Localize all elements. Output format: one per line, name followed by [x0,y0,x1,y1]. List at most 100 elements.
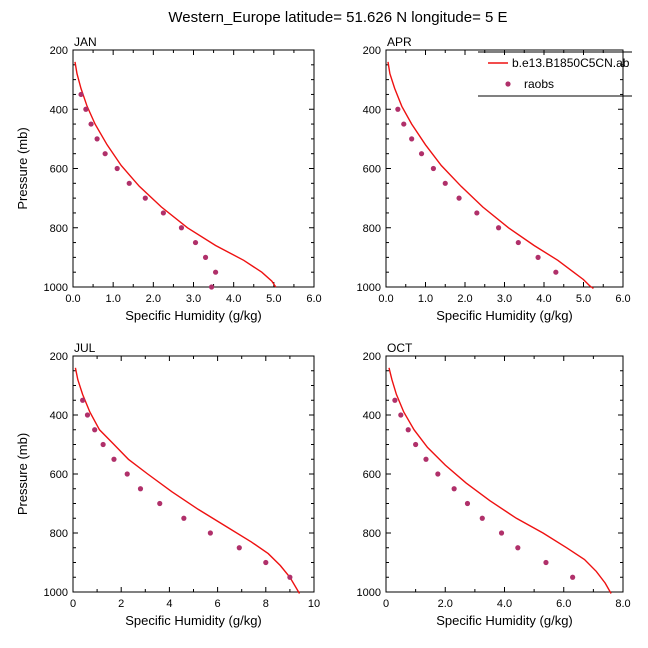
legend-obs-marker [505,81,511,87]
obs-point [392,397,398,403]
y-tick-label: 200 [363,351,381,363]
obs-point [395,106,401,112]
obs-point [423,456,429,462]
panel-jan: JAN 0.0 1.0 2.0 3.0 4.0 5.0 6.0 200 400 600 800 1000… [15,35,322,323]
x-tick-label: 10 [308,598,320,610]
obs-point [535,254,541,260]
obs-point [409,136,415,142]
y-tick-label: 600 [50,469,68,481]
obs-point [287,574,293,580]
obs-point [142,195,148,201]
y-axis-label: Pressure (mb) [15,433,30,515]
obs-point [570,574,576,580]
model-profile-line [74,61,277,288]
obs-point [418,151,425,157]
obs-point [83,106,89,112]
obs-point [405,427,411,433]
y-tick-label: 200 [50,351,68,363]
x-tick-label: 2 [118,598,124,610]
obs-point [178,225,185,231]
y-tick-label: 1000 [357,587,381,599]
y-tick-label: 400 [363,410,381,422]
legend: b.e13.B1850C5CN.ab raobs [478,51,632,97]
model-profile-line [387,61,594,290]
x-tick-label: 0.0 [378,293,393,305]
y-tick-label: 400 [50,104,68,116]
x-axis-label: Specific Humidity (g/kg) [436,613,573,628]
panel-label: OCT [387,341,413,355]
y-tick-label: 600 [363,164,381,176]
obs-point [398,412,404,418]
x-tick-label: 6 [215,598,221,610]
x-tick-label: 6.0 [556,598,571,610]
x-tick-label: 8 [263,598,269,610]
x-tick-label: 0 [383,598,389,610]
obs-point [137,486,144,492]
model-profile-line [74,367,301,594]
obs-point [456,195,462,201]
obs-point [192,239,199,246]
y-tick-label: 800 [50,528,68,540]
obs-point [80,397,86,403]
obs-point [413,441,419,448]
model-profile-line [388,367,612,594]
obs-point [515,545,521,551]
obs-point [160,210,166,216]
obs-point [435,471,441,477]
obs-point [114,165,120,172]
obs-point [401,121,407,127]
x-tick-label: 2.0 [457,293,472,305]
obs-point [124,471,130,477]
y-tick-label: 400 [363,104,381,116]
panel-label: JUL [74,341,96,355]
x-axis-label: Specific Humidity (g/kg) [125,613,262,628]
obs-point [236,545,242,551]
legend-model-label: b.e13.B1850C5CN.ab [512,56,630,70]
obs-point [181,515,187,521]
obs-point [111,456,117,462]
obs-point [126,180,132,186]
obs-point [157,500,163,507]
obs-point [451,486,457,492]
y-tick-label: 400 [50,410,68,422]
y-tick-label: 800 [363,223,381,235]
x-tick-label: 1.0 [106,293,121,305]
y-tick-label: 800 [363,528,381,540]
panel-apr: APR 0.0 1.0 2.0 3.0 4.0 5.0 6.0 200 400 600 800 1000… [357,35,631,323]
x-tick-label: 0.0 [65,293,80,305]
obs-point [92,427,98,433]
obs-point [498,530,505,536]
obs-point [84,412,91,418]
obs-point [78,91,84,98]
panel-jul: JUL 0 2 4 6 8 10 200 400 600 800 1000 Specific Humid… [15,341,320,628]
obs-point [202,254,209,260]
panel-frame [72,355,315,593]
x-tick-label: 5.0 [266,293,281,305]
x-tick-label: 6.0 [615,293,630,305]
obs-point [515,239,521,246]
obs-point [474,210,480,216]
obs-point [464,500,471,507]
x-tick-label: 4.0 [226,293,241,305]
obs-point [495,225,502,231]
x-axis-label: Specific Humidity (g/kg) [125,308,262,323]
y-tick-label: 200 [363,45,381,57]
panel-label: APR [387,35,412,49]
obs-point [430,165,436,172]
obs-point [212,269,219,275]
obs-point [263,559,269,566]
x-tick-label: 5.0 [576,293,591,305]
y-tick-label: 800 [50,223,68,235]
y-tick-label: 600 [50,164,68,176]
x-tick-label: 2.0 [438,598,453,610]
x-tick-label: 8.0 [615,598,630,610]
legend-obs-label: raobs [524,77,554,91]
figure-title: Western_Europe latitude= 51.626 N longit… [168,9,507,26]
y-tick-label: 600 [363,469,381,481]
obs-point [94,136,100,142]
x-tick-label: 6.0 [306,293,321,305]
obs-point [207,530,213,536]
obs-point [102,151,108,157]
panel-frame [385,49,624,288]
obs-point [543,559,549,566]
